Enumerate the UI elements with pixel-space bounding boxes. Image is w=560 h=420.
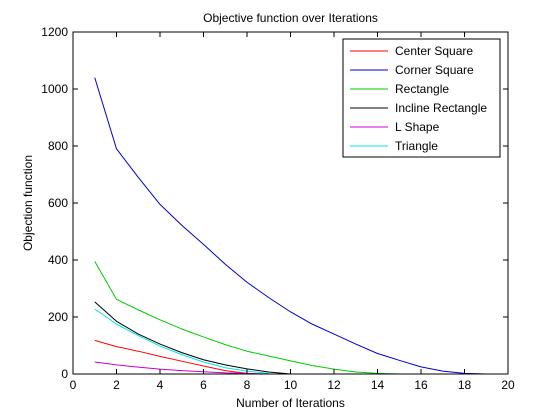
y-tick-label: 1200 bbox=[41, 25, 68, 39]
series-line-incline-rectangle bbox=[94, 301, 291, 375]
legend-entry-label: Center Square bbox=[395, 44, 473, 58]
x-tick-label: 4 bbox=[157, 378, 164, 392]
legend-box bbox=[342, 38, 501, 158]
x-tick-label: 18 bbox=[458, 378, 472, 392]
x-tick-label: 16 bbox=[414, 378, 428, 392]
legend-entry-label: L Shape bbox=[395, 120, 440, 134]
series-line-rectangle bbox=[94, 261, 400, 375]
series-line-triangle bbox=[94, 308, 269, 374]
legend: Center Square Corner Square Rectangle Incli… bbox=[342, 38, 501, 158]
series-layer bbox=[94, 77, 508, 375]
y-tick-label: 200 bbox=[48, 310, 68, 324]
x-tick-label: 20 bbox=[501, 378, 515, 392]
x-tick-label: 12 bbox=[327, 378, 341, 392]
y-tick-label: 600 bbox=[48, 196, 68, 210]
legend-entry-label: Triangle bbox=[395, 139, 438, 153]
x-tick-label: 0 bbox=[70, 378, 77, 392]
series-line-l-shape bbox=[94, 361, 269, 375]
y-tick-label: 1000 bbox=[41, 82, 68, 96]
legend-entry-label: Incline Rectangle bbox=[395, 101, 487, 115]
y-axis-label: Objection function bbox=[21, 155, 35, 251]
legend-entry-label: Rectangle bbox=[395, 82, 449, 96]
x-tick-label: 8 bbox=[244, 378, 251, 392]
legend-entry-label: Corner Square bbox=[395, 63, 474, 77]
chart-title: Objective function over Iterations bbox=[203, 11, 378, 25]
x-tick-label: 6 bbox=[200, 378, 207, 392]
y-tick-label: 800 bbox=[48, 139, 68, 153]
y-tick-label: 0 bbox=[61, 367, 68, 381]
series-line-center-square bbox=[94, 339, 248, 374]
x-tick-label: 10 bbox=[284, 378, 298, 392]
x-tick-label: 14 bbox=[371, 378, 385, 392]
x-tick-label: 2 bbox=[113, 378, 120, 392]
y-tick-label: 400 bbox=[48, 253, 68, 267]
x-axis-label: Number of Iterations bbox=[236, 396, 345, 410]
series-line-corner-square bbox=[94, 77, 508, 375]
